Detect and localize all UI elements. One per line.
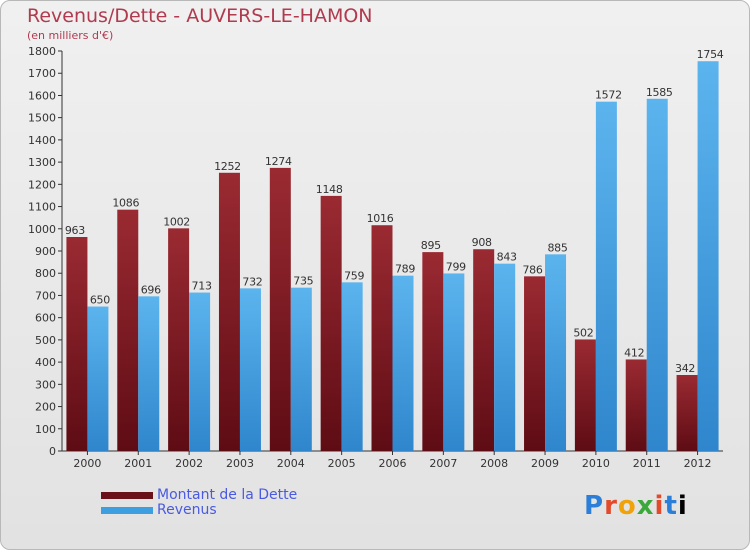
data-label-revenus: 713: [192, 280, 212, 293]
data-label-revenus: 789: [395, 263, 415, 276]
y-tick-label: 600: [35, 312, 56, 325]
x-tick-label: 2005: [328, 457, 356, 470]
x-tick-label: 2006: [379, 457, 407, 470]
data-label-dette: 786: [522, 263, 542, 276]
data-label-dette: 342: [675, 362, 695, 375]
proxiti-logo: Proxiti: [584, 491, 688, 521]
data-label-revenus: 732: [242, 275, 262, 288]
bar-dette: [168, 228, 190, 451]
bar-dette: [473, 249, 495, 451]
bar-dette: [218, 172, 240, 451]
legend-swatch-revenus: [101, 506, 153, 514]
y-tick-label: 0: [49, 445, 56, 458]
bar-revenus: [290, 287, 312, 451]
legend-label-revenus: Revenus: [157, 502, 217, 518]
y-tick-label: 500: [35, 334, 56, 347]
bar-revenus: [443, 273, 465, 451]
y-tick-label: 1500: [28, 112, 56, 125]
bar-dette: [524, 276, 546, 451]
bar-revenus: [697, 61, 719, 451]
y-tick-label: 400: [35, 356, 56, 369]
y-tick-label: 1700: [28, 67, 56, 80]
bar-dette: [422, 252, 444, 451]
bar-revenus: [341, 282, 363, 451]
bar-dette: [320, 195, 342, 451]
data-label-dette: 908: [472, 236, 492, 249]
bar-revenus: [392, 275, 414, 451]
y-tick-label: 1600: [28, 89, 56, 102]
data-label-revenus: 799: [446, 260, 466, 273]
data-label-dette: 963: [65, 224, 85, 237]
y-tick-label: 100: [35, 423, 56, 436]
y-tick-label: 200: [35, 401, 56, 414]
legend-item-revenus: Revenus: [101, 502, 217, 518]
bar-dette: [269, 167, 291, 451]
x-tick-label: 2009: [531, 457, 559, 470]
x-tick-label: 2001: [124, 457, 152, 470]
data-label-dette: 502: [573, 326, 593, 339]
bar-dette: [676, 375, 698, 451]
data-label-revenus: 885: [547, 241, 567, 254]
data-label-revenus: 1585: [646, 86, 673, 99]
data-label-dette: 1016: [367, 212, 394, 225]
legend-swatch-dette: [101, 491, 153, 499]
bar-dette: [66, 237, 88, 451]
legend-item-dette: Montant de la Dette: [101, 487, 297, 503]
bar-dette: [574, 339, 596, 451]
x-tick-label: 2010: [582, 457, 610, 470]
bar-revenus: [646, 98, 668, 452]
bar-revenus: [239, 288, 261, 451]
data-label-dette: 1148: [316, 183, 343, 196]
data-label-revenus: 735: [293, 275, 313, 288]
y-tick-label: 900: [35, 245, 56, 258]
y-tick-label: 1100: [28, 201, 56, 214]
bar-revenus: [138, 296, 160, 451]
x-tick-label: 2007: [429, 457, 457, 470]
y-tick-label: 700: [35, 289, 56, 302]
y-tick-label: 300: [35, 378, 56, 391]
chart-subtitle: (en milliers d'€): [27, 29, 114, 42]
y-tick-label: 1300: [28, 156, 56, 169]
chart-title: Revenus/Dette - AUVERS-LE-HAMON: [27, 5, 373, 27]
y-tick-label: 1200: [28, 178, 56, 191]
data-label-dette: 1002: [163, 215, 190, 228]
y-tick-label: 1800: [28, 45, 56, 58]
bar-revenus: [595, 101, 617, 452]
x-tick-label: 2008: [480, 457, 508, 470]
data-label-dette: 1086: [112, 197, 139, 210]
data-label-dette: 1252: [214, 160, 241, 173]
x-tick-label: 2011: [633, 457, 661, 470]
data-label-revenus: 843: [497, 251, 517, 264]
data-label-dette: 1274: [265, 155, 292, 168]
x-tick-label: 2004: [277, 457, 305, 470]
legend-label-dette: Montant de la Dette: [157, 487, 298, 503]
y-tick-label: 800: [35, 267, 56, 280]
bar-dette: [625, 359, 647, 451]
y-tick-label: 1400: [28, 134, 56, 147]
bar-dette: [117, 209, 139, 451]
bar-dette: [371, 225, 393, 451]
bar-revenus: [189, 292, 211, 451]
x-tick-label: 2002: [175, 457, 203, 470]
bar-revenus: [545, 254, 567, 451]
data-label-revenus: 1572: [595, 89, 622, 102]
x-tick-label: 2000: [73, 457, 101, 470]
x-tick-label: 2003: [226, 457, 254, 470]
data-label-revenus: 1754: [697, 48, 724, 61]
data-label-revenus: 696: [141, 283, 161, 296]
data-label-dette: 412: [624, 346, 644, 359]
y-tick-label: 1000: [28, 223, 56, 236]
x-tick-label: 2012: [684, 457, 712, 470]
data-label-revenus: 650: [90, 294, 110, 307]
bar-revenus: [494, 263, 516, 451]
data-label-revenus: 759: [344, 269, 364, 282]
data-label-dette: 895: [421, 239, 441, 252]
bar-revenus: [87, 306, 109, 451]
